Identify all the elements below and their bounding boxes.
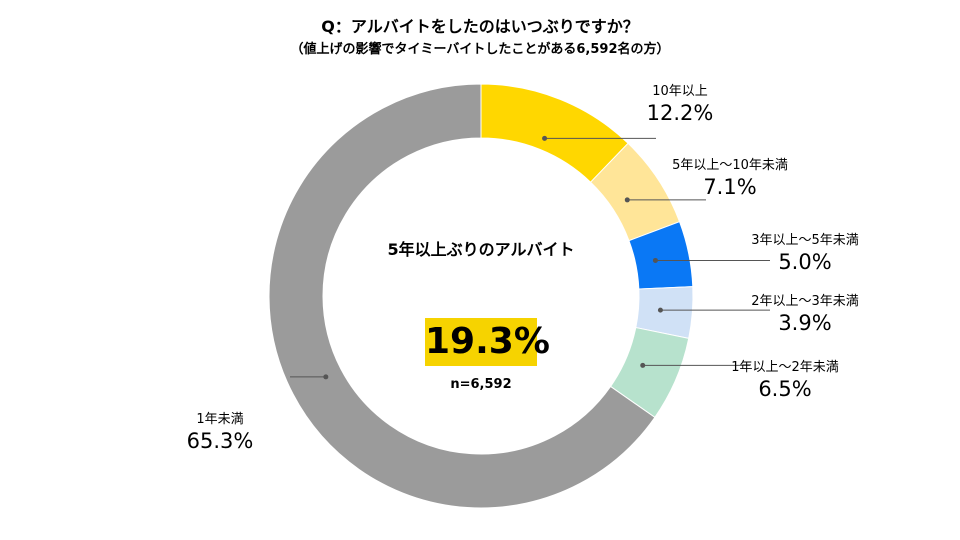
slice-category: 1年以上～2年未満 xyxy=(731,360,839,375)
sample-size-label: n=6,592 xyxy=(450,377,512,392)
chart-subtitle: （値上げの影響でタイミーバイトしたことがある6,592名の方） xyxy=(290,42,670,57)
slice-category: 3年以上～5年未満 xyxy=(751,233,859,248)
leader-dot-5 xyxy=(640,362,646,368)
slice-label-6: 1年未満 65.3% xyxy=(135,412,305,454)
slice-percent: 6.5% xyxy=(758,377,812,401)
slice-percent: 12.2% xyxy=(646,101,714,125)
leader-dot-6 xyxy=(323,374,329,380)
slice-label-2: 5年以上～10年未満 7.1% xyxy=(645,158,815,200)
slice-percent: 65.3% xyxy=(186,429,254,453)
leader-dot-4 xyxy=(657,307,663,313)
slice-percent: 7.1% xyxy=(703,175,757,199)
slice-category: 2年以上～3年未満 xyxy=(751,294,859,309)
leader-dot-3 xyxy=(652,257,658,263)
slice-category: 10年以上 xyxy=(652,84,708,99)
chart-title: Q：アルバイトをしたのはいつぶりですか？ xyxy=(321,17,639,36)
center-value-badge: 19.3% xyxy=(425,318,550,366)
slice-category: 1年未満 xyxy=(196,412,244,427)
slice-label-4: 2年以上～3年未満 3.9% xyxy=(720,294,890,336)
slice-label-1: 10年以上 12.2% xyxy=(595,84,765,126)
slice-6 xyxy=(268,83,656,509)
leader-dot-1 xyxy=(542,135,548,141)
slice-category: 5年以上～10年未満 xyxy=(672,158,788,173)
leader-dot-2 xyxy=(624,197,630,203)
slice-label-3: 3年以上～5年未満 5.0% xyxy=(720,233,890,275)
center-heading: 5年以上ぶりのアルバイト xyxy=(387,240,575,259)
slice-percent: 3.9% xyxy=(778,311,832,335)
slice-percent: 5.0% xyxy=(778,250,832,274)
slice-label-5: 1年以上～2年未満 6.5% xyxy=(700,360,870,402)
